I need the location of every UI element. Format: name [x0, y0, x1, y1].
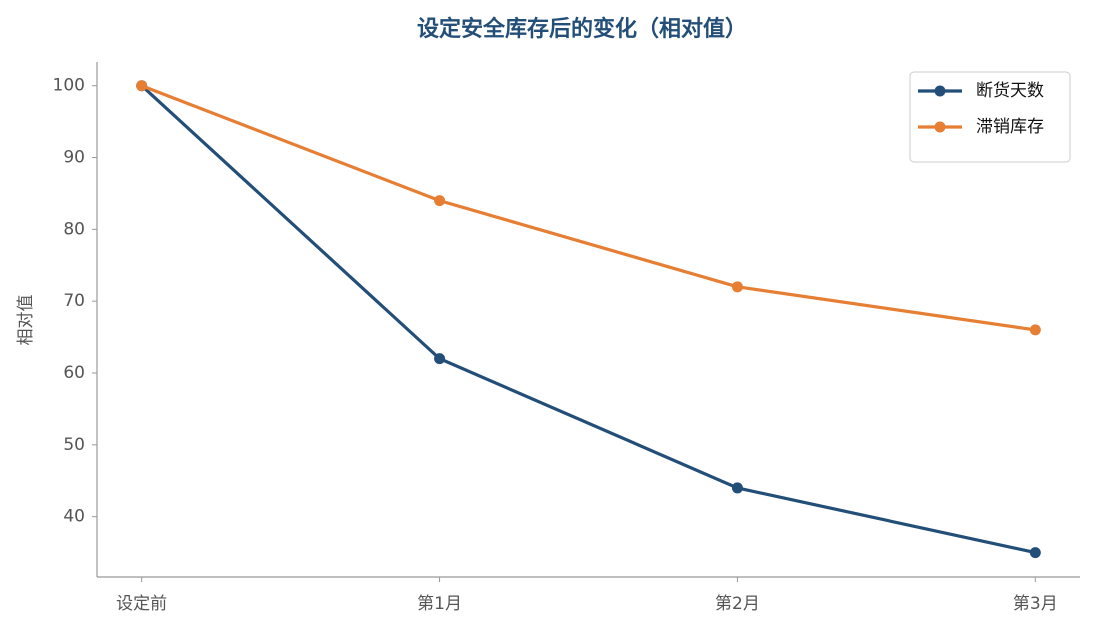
series-line	[140, 84, 1036, 555]
x-tick-label: 设定前	[116, 594, 167, 614]
y-tick-label: 60	[63, 363, 85, 383]
legend-label: 滞销库存	[976, 117, 1044, 137]
y-tick-label: 100	[53, 76, 85, 96]
y-tick-label: 80	[63, 219, 85, 239]
series-line	[141, 84, 1036, 332]
data-point	[1029, 324, 1041, 336]
data-point	[731, 281, 743, 293]
x-tick-label: 第1月	[417, 594, 462, 614]
data-point	[136, 80, 148, 92]
data-point	[434, 353, 446, 365]
y-tick-label: 50	[63, 435, 85, 455]
data-point	[434, 195, 446, 207]
data-point	[1029, 547, 1041, 559]
y-axis-label: 相对值	[16, 295, 36, 346]
y-tick-label: 40	[63, 507, 85, 527]
legend-box	[909, 71, 1071, 163]
x-tick-label: 第2月	[715, 594, 760, 614]
legend-marker	[934, 85, 946, 97]
chart-title: 设定安全库存后的变化（相对值）	[417, 16, 747, 42]
x-tick-label: 第3月	[1013, 594, 1058, 614]
legend-label: 断货天数	[976, 81, 1044, 101]
y-tick-label: 70	[63, 291, 85, 311]
legend-marker	[934, 121, 946, 133]
data-point	[731, 482, 743, 494]
y-tick-label: 90	[63, 148, 85, 168]
